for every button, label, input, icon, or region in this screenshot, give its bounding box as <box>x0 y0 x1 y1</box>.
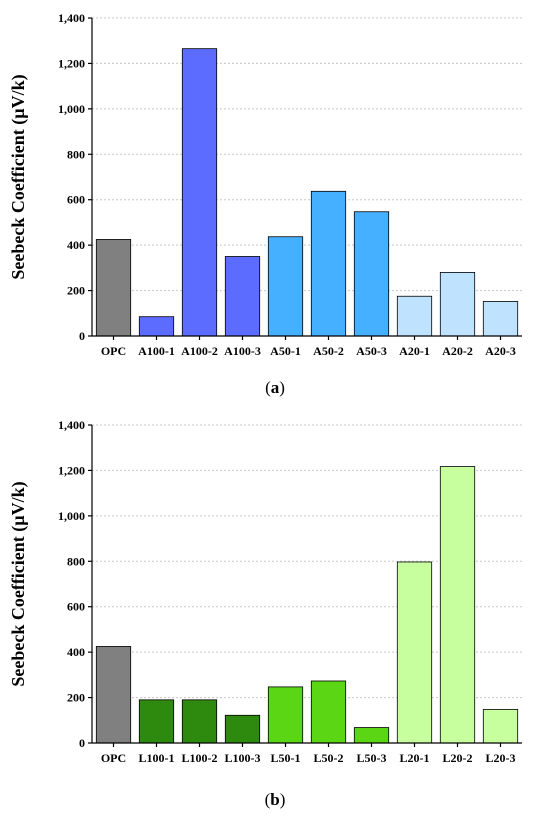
x-tick-label: A50-3 <box>356 344 387 358</box>
bar-A20-1 <box>396 295 433 337</box>
x-tick-label: L100-3 <box>225 751 261 765</box>
y-tick-label: 600 <box>67 193 85 207</box>
bar-L20-1 <box>396 561 433 744</box>
bar-L20-3 <box>482 708 519 744</box>
y-tick-label: 1,200 <box>58 56 85 70</box>
x-tick-label: L50-1 <box>271 751 301 765</box>
y-tick-label: 1,400 <box>58 11 85 25</box>
x-tick-label: L20-2 <box>443 751 473 765</box>
bar-L50-2 <box>310 680 347 744</box>
x-tick-label: A100-1 <box>138 344 175 358</box>
bar-A100-2 <box>181 48 218 337</box>
x-tick-label: L20-1 <box>400 751 430 765</box>
x-tick-label: L20-3 <box>486 751 516 765</box>
x-tick-label: A20-1 <box>399 344 430 358</box>
y-axis-label: Seebeck Coefficient (µV/k) <box>8 74 29 279</box>
bar-A20-3 <box>482 301 519 337</box>
y-tick-label: 200 <box>67 691 85 705</box>
x-tick-label: A100-2 <box>181 344 218 358</box>
y-tick-label: 800 <box>67 554 85 568</box>
x-tick-label: A50-1 <box>270 344 301 358</box>
bar-L100-1 <box>138 699 175 744</box>
panel-a: 0 200 400 600 800 1,000 1,200 1,400 OPC A100-1 A10… <box>8 11 522 397</box>
x-tick-label: OPC <box>101 751 126 765</box>
bar-L50-3 <box>353 727 390 744</box>
x-tick-label: L50-3 <box>357 751 387 765</box>
y-tick-label: 800 <box>67 147 85 161</box>
y-tick-label: 0 <box>79 736 85 750</box>
bar-A50-2 <box>310 190 347 337</box>
y-axis-label: Seebeck Coefficient (µV/k) <box>8 481 29 686</box>
y-tick-label: 600 <box>67 600 85 614</box>
y-tick-label: 1,200 <box>58 463 85 477</box>
bar-OPC <box>95 646 132 744</box>
y-tick-label: 400 <box>67 645 85 659</box>
panel-b: 0 200 400 600 800 1,000 1,200 1,400 OPC L100-1 L10… <box>8 418 522 809</box>
bar-A20-2 <box>439 271 476 337</box>
x-tick-label: A100-3 <box>224 344 261 358</box>
panel-caption: (a) <box>265 378 285 397</box>
bar-A100-1 <box>138 316 175 337</box>
x-tick-label: A50-2 <box>313 344 344 358</box>
bar-A50-1 <box>267 236 304 337</box>
y-tick-label: 1,000 <box>58 509 85 523</box>
y-tick-label: 400 <box>67 238 85 252</box>
bar-L100-3 <box>224 714 261 744</box>
bar-L100-2 <box>181 699 218 744</box>
x-tick-label: L50-2 <box>314 751 344 765</box>
y-tick-label: 1,000 <box>58 102 85 116</box>
x-tick-label: OPC <box>101 344 126 358</box>
bar-A100-3 <box>224 256 261 337</box>
bar-L50-1 <box>267 686 304 744</box>
x-tick-label: A20-3 <box>485 344 516 358</box>
bar-OPC <box>95 239 132 337</box>
x-tick-label: A20-2 <box>442 344 473 358</box>
x-tick-label: L100-2 <box>182 751 218 765</box>
bar-A50-3 <box>353 211 390 337</box>
y-tick-label: 0 <box>79 329 85 343</box>
y-tick-label: 1,400 <box>58 418 85 432</box>
panel-caption: (b) <box>265 790 286 809</box>
x-tick-label: L100-1 <box>139 751 175 765</box>
bar-L20-2 <box>439 466 476 744</box>
y-tick-label: 200 <box>67 284 85 298</box>
